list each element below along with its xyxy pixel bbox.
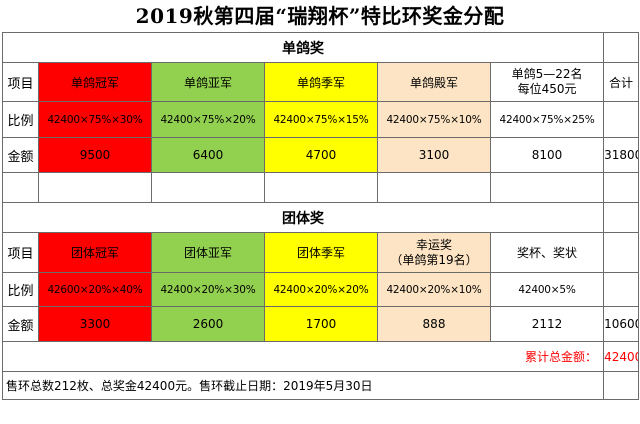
grand-total-value: 42400 (603, 341, 640, 372)
single-champion-header: 单鸽冠军 (38, 62, 152, 102)
single-second-ratio: 42400×75%×20% (151, 101, 265, 138)
team-third-amount: 1700 (264, 306, 378, 342)
single-fourth-header: 单鸽殿军 (377, 62, 491, 102)
team-second-header: 团体亚军 (151, 232, 265, 273)
grand-total-label: 累计总金额： (1, 341, 605, 372)
page-title: 2019秋第四届“瑞翔杯”特比环奖金分配 (135, 4, 505, 28)
single-rank-5-22-ratio: 42400×75%×25% (489, 101, 605, 138)
footer-note: 售环总数212枚、总奖金42400元。售环截止日期：2019年5月30日 (1, 371, 605, 400)
team-third-ratio: 42400×20%×20% (264, 272, 378, 307)
trophy-header: 奖杯、奖状 (489, 232, 605, 273)
spacer-row (2, 172, 640, 203)
single-section-title: 单鸽奖 (1, 32, 605, 63)
single-second-header: 单鸽亚军 (151, 62, 265, 102)
summary-row: 累计总金额： 42400 (1, 341, 640, 372)
team-champion-amount: 3300 (38, 306, 152, 342)
total-header: 合计 (603, 62, 640, 102)
rank-5-22-line: 单鸽5—22名 (511, 67, 583, 81)
row-label-item: 项目 (2, 232, 39, 273)
blank-cell (603, 101, 640, 138)
single-fourth-amount: 3100 (377, 137, 491, 173)
single-header-row: 项目 单鸽冠军 单鸽亚军 单鸽季军 单鸽殿军 单鸽5—22名 每位450元 合计 (2, 62, 640, 102)
single-third-ratio: 42400×75%×15% (264, 101, 378, 138)
single-amount-row: 金额 9500 6400 4700 3100 8100 31800 (2, 137, 640, 173)
team-second-ratio: 42400×20%×30% (151, 272, 265, 307)
single-ratio-row: 比例 42400×75%×30% 42400×75%×20% 42400×75%… (2, 101, 640, 138)
trophy-amount: 2112 (489, 306, 605, 342)
prize-table: 单鸽奖 项目 单鸽冠军 单鸽亚军 单鸽季军 单鸽殿军 单鸽5—22名 每位450… (1, 32, 640, 400)
team-second-amount: 2600 (151, 306, 265, 342)
row-label-ratio: 比例 (2, 272, 39, 307)
single-champion-amount: 9500 (38, 137, 152, 173)
team-header-row: 项目 团体冠军 团体亚军 团体季军 幸运奖 （单鸽第19名） 奖杯、奖状 (2, 232, 640, 273)
row-label-amount: 金额 (2, 137, 39, 173)
lucky-prize-amount: 888 (377, 306, 491, 342)
single-second-amount: 6400 (151, 137, 265, 173)
team-section-row: 团体奖 (1, 202, 640, 233)
row-label-amount: 金额 (2, 306, 39, 342)
blank-cell (603, 232, 640, 273)
lucky-prize-header: 幸运奖 （单鸽第19名） (377, 232, 491, 273)
single-champion-ratio: 42400×75%×30% (38, 101, 152, 138)
team-champion-header: 团体冠军 (38, 232, 152, 273)
blank-cell (603, 32, 640, 63)
lucky-prize-ratio: 42400×20%×10% (377, 272, 491, 307)
team-total: 10600 (603, 306, 640, 342)
team-section-title: 团体奖 (1, 202, 605, 233)
single-section-row: 单鸽奖 (1, 32, 640, 63)
row-label-ratio: 比例 (2, 101, 39, 138)
single-third-amount: 4700 (264, 137, 378, 173)
blank-cell (603, 202, 640, 233)
single-rank-5-22-header: 单鸽5—22名 每位450元 (489, 62, 605, 102)
blank-cell (603, 371, 640, 400)
team-third-header: 团体季军 (264, 232, 378, 273)
row-label-item: 项目 (2, 62, 39, 102)
team-champion-ratio: 42600×20%×40% (38, 272, 152, 307)
footer-row: 售环总数212枚、总奖金42400元。售环截止日期：2019年5月30日 (1, 371, 640, 400)
single-total: 31800 (603, 137, 640, 173)
team-amount-row: 金额 3300 2600 1700 888 2112 10600 (2, 306, 640, 342)
trophy-ratio: 42400×5% (489, 272, 605, 307)
lucky-prize-line: 幸运奖 (415, 237, 452, 252)
per-person-line: 每位450元 (517, 82, 577, 96)
team-ratio-row: 比例 42600×20%×40% 42400×20%×30% 42400×20%… (2, 272, 640, 307)
blank-cell (603, 272, 640, 307)
single-rank-5-22-amount: 8100 (489, 137, 605, 173)
lucky-prize-note: （单鸽第19名） (390, 252, 478, 267)
single-fourth-ratio: 42400×75%×10% (377, 101, 491, 138)
single-third-header: 单鸽季军 (264, 62, 378, 102)
